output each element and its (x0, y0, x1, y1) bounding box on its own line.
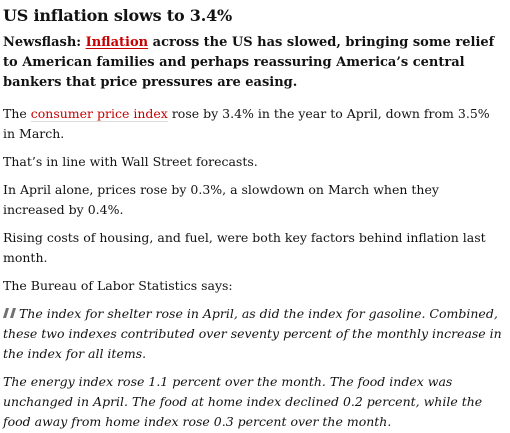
paragraph-cpi-prefix: The (3, 106, 31, 121)
paragraph-forecasts: That’s in line with Wall Street forecast… (3, 154, 258, 169)
inflation-link[interactable]: Inflation (85, 35, 149, 50)
paragraph-monthly: In April alone, prices rose by 0.3%, a s… (3, 182, 439, 217)
blockquote-shelter-text: The index for shelter rose in April, as … (3, 306, 502, 361)
standfirst: Newsflash: Inflation across the US has s… (3, 33, 502, 93)
paragraph-cpi-suffix: rose by 3.4% in the year to April, down … (3, 106, 490, 141)
standfirst-prefix: Newsflash: (3, 35, 86, 50)
paragraph-drivers: Rising costs of housing, and fuel, were … (3, 230, 486, 265)
consumer-price-index-link[interactable]: consumer price index (30, 106, 168, 122)
quote-mark-icon (3, 308, 16, 318)
paragraph-cpi: The consumer price index rose by 3.4% in… (3, 104, 502, 144)
paragraph-bls: The Bureau of Labor Statistics says: (3, 278, 233, 293)
blockquote-shelter: The index for shelter rose in April, as … (3, 304, 502, 364)
blockquote-energy: The energy index rose 1.1 percent over t… (3, 374, 483, 429)
headline: US inflation slows to 3.4% (3, 6, 233, 25)
standfirst-suffix: across the US has slowed, bringing some … (3, 35, 495, 90)
